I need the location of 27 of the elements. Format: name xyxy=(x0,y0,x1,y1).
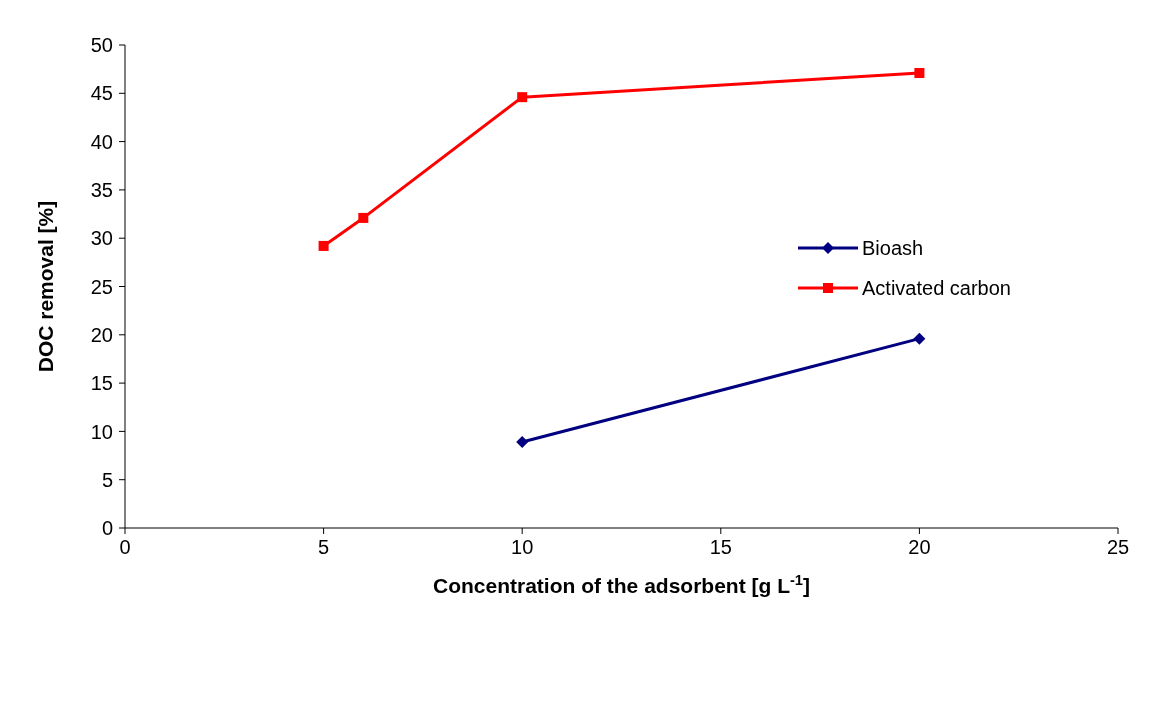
y-tick-label: 10 xyxy=(90,420,113,443)
x-tick-label: 15 xyxy=(709,536,732,559)
y-tick-label: 45 xyxy=(90,82,113,105)
x-axis-title: Concentration of the adsorbent [g L$^{-1}$] xyxy=(432,572,811,597)
legend-label: Activated carbon xyxy=(862,276,1011,300)
x-tick-label: 0 xyxy=(119,536,131,559)
y-tick-label: 5 xyxy=(101,468,113,491)
legend-label: Bioash xyxy=(862,236,924,260)
x-tick-label: 20 xyxy=(908,536,931,559)
y-tick-label: 50 xyxy=(90,34,113,57)
y-tick-label: 30 xyxy=(90,227,113,250)
x-tick-label: 5 xyxy=(318,536,330,559)
y-tick-label: 25 xyxy=(90,275,113,298)
point xyxy=(913,332,926,345)
y-tick-label: 0 xyxy=(101,517,113,540)
point xyxy=(516,436,529,449)
point xyxy=(318,240,329,251)
y-tick-label: 40 xyxy=(90,130,113,153)
y-tick-label: 35 xyxy=(90,179,113,201)
x-tick-label: 25 xyxy=(1106,536,1130,559)
point xyxy=(358,212,369,223)
x-tick-label: 10 xyxy=(511,536,534,559)
point xyxy=(517,92,528,103)
y-axis-title: DOC removal [%] xyxy=(34,200,57,373)
point xyxy=(914,68,925,79)
y-tick-label: 15 xyxy=(90,372,113,395)
y-tick-label: 20 xyxy=(90,323,113,346)
